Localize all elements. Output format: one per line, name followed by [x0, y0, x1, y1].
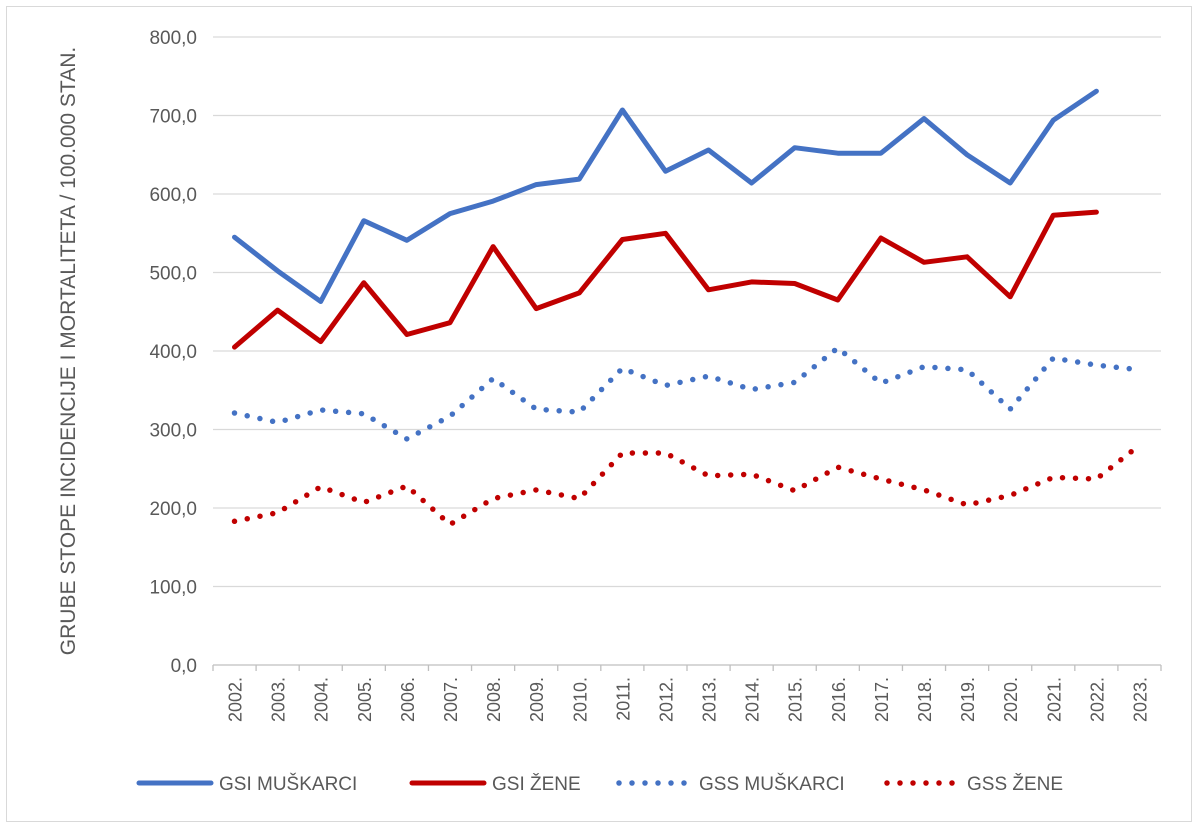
- x-tick-label: 2013.: [700, 677, 720, 722]
- legend-label: GSS MUŠKARCI: [699, 773, 845, 795]
- x-tick-label: 2010.: [570, 677, 590, 722]
- x-tick-label: 2003.: [269, 677, 289, 722]
- x-tick-label: 2009.: [527, 677, 547, 722]
- x-tick-label: 2005.: [355, 677, 375, 722]
- legend-label: GSI MUŠKARCI: [219, 773, 357, 795]
- y-tick-label: 0,0: [171, 656, 197, 677]
- y-tick-label: 700,0: [149, 107, 197, 128]
- legend-label: GSI ŽENE: [492, 773, 581, 795]
- x-tick-label: 2017.: [872, 677, 892, 722]
- x-tick-label: 2020.: [1001, 677, 1021, 722]
- x-tick-label: 2012.: [656, 677, 676, 722]
- x-tick-label: 2023.: [1130, 677, 1150, 722]
- y-tick-label: 600,0: [149, 185, 197, 206]
- y-tick-label: 300,0: [149, 421, 197, 442]
- x-axis-ticks: 2002. 2003. 2004. 2005. 2006. 2007. 2008. 2009.…: [212, 665, 1162, 722]
- gridlines: [213, 36, 1161, 666]
- y-tick-label: 500,0: [149, 264, 197, 285]
- y-tick-label: 100,0: [149, 578, 197, 599]
- x-tick-label: 2022.: [1087, 677, 1107, 722]
- x-tick-label: 2006.: [398, 677, 418, 722]
- y-tick-label: 400,0: [149, 342, 197, 363]
- y-axis-ticks: 0,0 100,0 200,0 300,0 400,0 500,0 600,0 700,0 80…: [149, 28, 197, 677]
- legend: GSI MUŠKARCI GSI ŽENE GSS MUŠKARCI GSS ŽENE: [136, 773, 1063, 795]
- x-tick-label: 2019.: [958, 677, 978, 722]
- y-axis-title: GRUBE STOPE INCIDENCIJE I MORTALITETA / …: [57, 47, 80, 655]
- x-tick-label: 2004.: [312, 677, 332, 722]
- x-tick-label: 2011.: [613, 677, 633, 721]
- series-line-gsi-zene: [232, 209, 1099, 350]
- x-tick-label: 2015.: [786, 677, 806, 722]
- x-tick-label: 2021.: [1044, 677, 1064, 722]
- line-chart: 0,0 100,0 200,0 300,0 400,0 500,0 600,0 700,0 80…: [57, 28, 1162, 795]
- x-tick-label: 2008.: [484, 677, 504, 722]
- y-tick-label: 800,0: [149, 28, 197, 49]
- series-line-gsi-muskarci: [232, 88, 1099, 304]
- series-line-gss-zene: [231, 442, 1143, 528]
- x-tick-label: 2018.: [915, 677, 935, 722]
- series-lines: [231, 88, 1143, 528]
- series-line-gss-muskarci: [231, 345, 1143, 442]
- y-tick-label: 200,0: [149, 499, 197, 520]
- x-tick-label: 2016.: [829, 677, 849, 722]
- x-tick-label: 2014.: [743, 677, 763, 722]
- legend-label: GSS ŽENE: [967, 773, 1063, 795]
- x-tick-label: 2007.: [441, 677, 461, 722]
- chart-frame: 0,0 100,0 200,0 300,0 400,0 500,0 600,0 700,0 80…: [6, 6, 1192, 822]
- x-tick-label: 2002.: [226, 677, 246, 722]
